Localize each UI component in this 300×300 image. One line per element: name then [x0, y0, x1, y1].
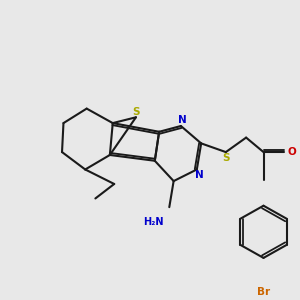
Text: N: N: [178, 115, 187, 125]
Text: S: S: [222, 153, 230, 163]
Text: N: N: [195, 170, 203, 180]
Text: Br: Br: [257, 287, 270, 297]
Text: H₂N: H₂N: [143, 217, 164, 227]
Text: O: O: [287, 147, 296, 157]
Text: S: S: [132, 107, 140, 117]
